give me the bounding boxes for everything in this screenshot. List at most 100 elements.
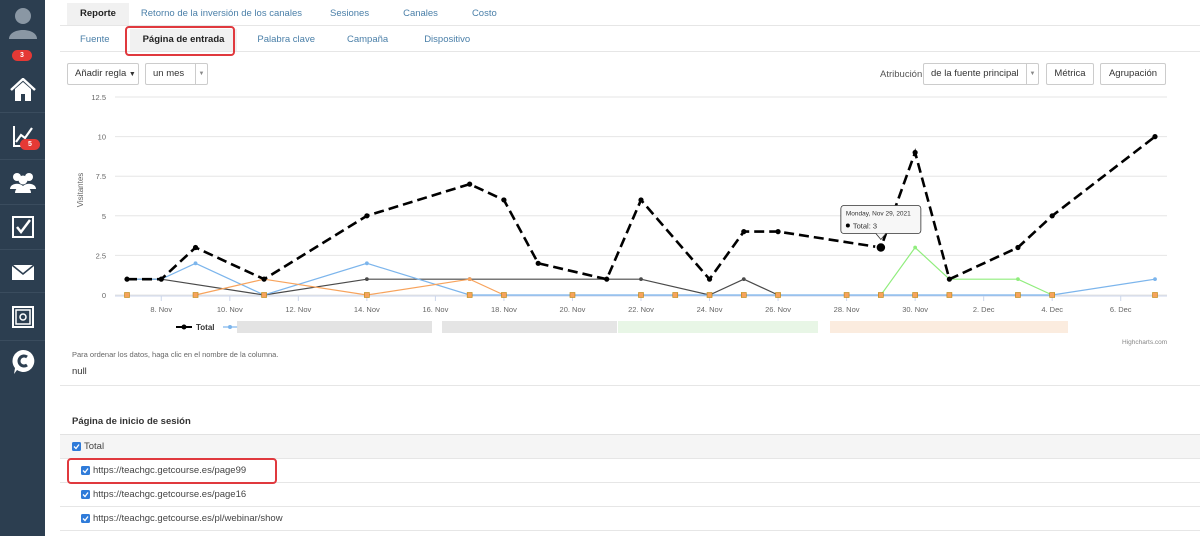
hovered-point [875, 241, 887, 254]
data-point [467, 277, 472, 282]
home-badge: 3 [12, 50, 32, 61]
y-axis: 0 2.5 5 7.5 10 12.5 [91, 93, 106, 300]
attribution-label: Atribución [880, 69, 923, 80]
tab-campaign[interactable]: Campaña [346, 34, 389, 45]
checkbox[interactable] [72, 442, 81, 451]
table-row[interactable]: https://teachgc.getcourse.es/page99 [60, 459, 1200, 483]
divider [60, 25, 1200, 26]
data-point [158, 276, 164, 282]
null-text: null [72, 366, 87, 377]
data-point [364, 277, 369, 282]
data-point [569, 292, 576, 298]
data-point [1152, 134, 1158, 140]
sidebar-item-messages[interactable] [0, 256, 45, 288]
data-point [1153, 277, 1157, 282]
line-chart: 0 2.5 5 7.5 10 12.5 8. Nov 10. Nov 12. Nov 14. N… [76, 93, 1167, 333]
data-point [1049, 213, 1055, 219]
data-point [501, 197, 507, 203]
grouping-button[interactable]: Agrupación [1100, 63, 1166, 85]
x-tick-label: 14. Nov [354, 305, 380, 314]
tab-cost[interactable]: Costo [471, 8, 497, 19]
data-point [1152, 292, 1158, 298]
series-line-total [127, 135, 1156, 282]
data-point [192, 244, 199, 251]
checkbox[interactable] [81, 490, 90, 499]
data-point [501, 292, 507, 298]
data-point [1016, 277, 1020, 282]
table-row[interactable]: Total [60, 434, 1200, 459]
y-tick-label: 10 [98, 133, 106, 142]
period-select[interactable]: un mes ▼ [145, 63, 208, 85]
metric-button[interactable]: Métrica [1046, 63, 1094, 85]
x-tick-label: 28. Nov [834, 305, 860, 314]
sidebar: 3 5 [0, 0, 45, 536]
data-point [843, 292, 850, 298]
data-point [192, 292, 199, 298]
divider [60, 385, 1200, 386]
x-tick-label: 20. Nov [560, 305, 586, 314]
tab-channels[interactable]: Canales [403, 8, 438, 19]
x-tick-label: 26. Nov [765, 305, 791, 314]
sort-hint: Para ordenar los datos, haga clic en el … [72, 350, 279, 359]
y-tick-label: 7.5 [96, 172, 106, 181]
divider [0, 204, 45, 205]
data-point [124, 292, 130, 298]
sidebar-item-chat[interactable] [0, 346, 45, 378]
tab-sessions[interactable]: Sesiones [329, 8, 370, 19]
x-tick-label: 4. Dec [1041, 305, 1063, 314]
data-point [364, 213, 370, 219]
tab-landing-page[interactable]: Página de entrada [129, 29, 238, 51]
table-title: Página de inicio de sesión [72, 416, 191, 427]
data-point [466, 292, 473, 298]
caret-down-icon: ▼ [195, 64, 207, 84]
table-row[interactable]: https://teachgc.getcourse.es/page16 [60, 483, 1200, 507]
data-point [638, 292, 644, 298]
avatar[interactable] [0, 2, 45, 42]
data-point [364, 261, 369, 266]
sidebar-item-users[interactable] [0, 165, 45, 199]
table-row[interactable]: https://teachgc.getcourse.es/pl/webinar/… [60, 507, 1200, 531]
period-label: un mes [153, 68, 185, 79]
data-point [741, 229, 747, 235]
tab-channel-roi[interactable]: Retorno de la inversión de los canales [140, 8, 302, 19]
tab-keyword[interactable]: Palabra clave [257, 34, 315, 45]
data-point [1015, 292, 1021, 298]
data-point [775, 292, 781, 298]
y-tick-label: 0 [102, 291, 106, 300]
tooltip-value: Total: 3 [853, 221, 877, 230]
check-icon [82, 468, 89, 474]
row-label: Total [84, 441, 105, 452]
attribution-value: de la fuente principal [931, 68, 1019, 79]
data-point [535, 260, 541, 266]
divider [0, 292, 45, 293]
data-point [946, 292, 953, 298]
data-point [878, 292, 884, 298]
y-tick-label: 12.5 [91, 93, 106, 102]
data-point [912, 149, 918, 156]
row-label: https://teachgc.getcourse.es/page99 [93, 465, 247, 476]
data-point [912, 292, 918, 298]
attribution-select[interactable]: de la fuente principal ▼ [923, 63, 1039, 85]
row-label: https://teachgc.getcourse.es/pl/webinar/… [93, 513, 283, 524]
checkbox[interactable] [81, 514, 90, 523]
add-rule-button[interactable]: Añadir regla ▼ [67, 63, 139, 85]
data-point [261, 276, 267, 282]
sidebar-item-tasks[interactable] [0, 210, 45, 244]
redacted-label [237, 321, 432, 333]
data-point [741, 277, 746, 282]
x-tick-label: 22. Nov [628, 305, 654, 314]
tooltip-bullet [845, 223, 850, 228]
x-tick-label: 10. Nov [217, 305, 243, 314]
sidebar-item-home[interactable] [0, 72, 45, 108]
checkbox[interactable] [81, 466, 90, 475]
tab-report[interactable]: Reporte [67, 3, 129, 25]
check-icon [82, 516, 89, 522]
chart-legend: Total [176, 321, 1068, 333]
tab-device[interactable]: Dispositivo [424, 34, 471, 45]
safe-icon [11, 306, 34, 328]
sidebar-item-safe[interactable] [0, 300, 45, 334]
tab-source[interactable]: Fuente [80, 34, 110, 45]
x-tick-label: 12. Nov [285, 305, 311, 314]
primary-tabs: Reporte Retorno de la inversión de los c… [67, 3, 514, 25]
data-point [706, 276, 713, 282]
